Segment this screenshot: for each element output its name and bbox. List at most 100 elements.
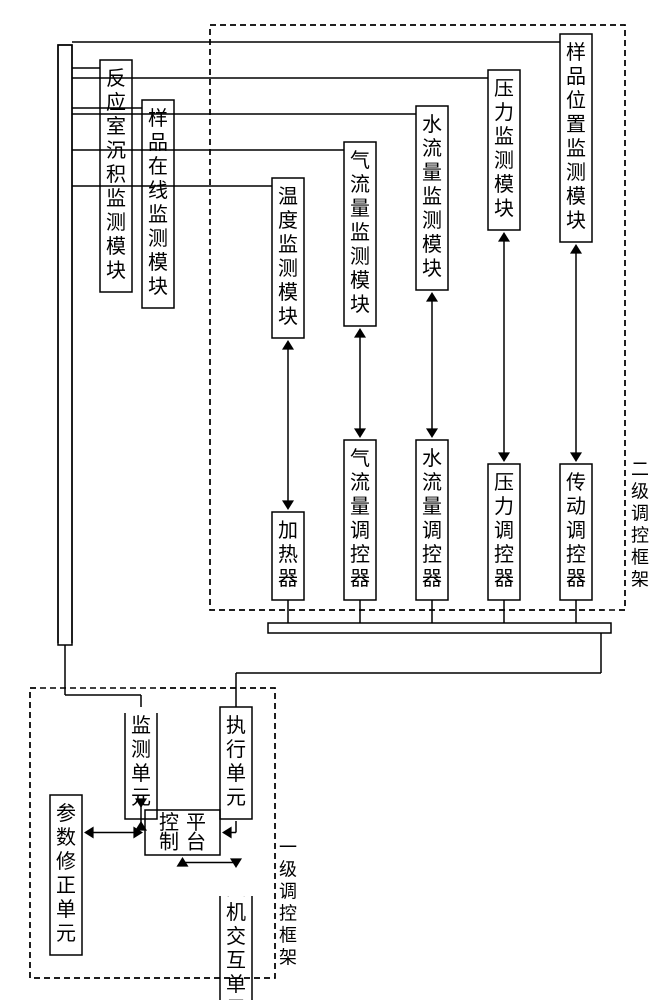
ctrl-pressure_ctrl-char: 调 [494,519,514,542]
exec-unit-char: 行 [226,738,246,761]
ctrl-waterflow_ctrl-char: 水 [422,447,442,470]
exec-unit-char: 单 [226,762,246,785]
monitor-temp_m-char: 测 [278,257,298,280]
monitor-sample_pos-char: 品 [566,66,586,88]
monitor-gasflow_m-char: 气 [350,149,370,172]
monitor-temp_m-char: 块 [278,305,298,328]
ctrl-pressure_ctrl-char: 力 [494,495,514,518]
param-unit-char: 修 [56,850,76,873]
monitor-sample_pos-char: 置 [566,114,586,136]
ctrl-gasflow_ctrl-char: 调 [350,519,370,542]
ctrl-waterflow_ctrl-char: 调 [422,519,442,542]
ctrl-gasflow_ctrl-char: 量 [350,496,370,518]
left-reaction_chamber-char: 沉 [106,139,126,162]
monitor-waterflow_m-char: 流 [422,137,442,160]
param-unit-char: 数 [56,826,76,849]
ctrl-gasflow_ctrl-char: 控 [350,543,370,566]
ctrl-gasflow_ctrl-char: 流 [350,471,370,494]
monitor-sample_pos-char: 位 [566,89,586,112]
monitor-gasflow_m-char: 监 [350,221,370,244]
monitor-gasflow_m-char: 量 [350,198,370,220]
monitor-waterflow_m-char: 监 [422,185,442,208]
exec-unit-char: 执 [226,714,246,737]
monitor-waterflow_m-char: 块 [422,257,442,280]
svg-text:框: 框 [279,925,297,945]
svg-text:级: 级 [279,859,297,879]
monitor-sample_pos-char: 测 [566,161,586,184]
ctrl-waterflow_ctrl-char: 控 [422,543,442,566]
monitor-gasflow_m-char: 测 [350,245,370,268]
left-reaction_chamber-char: 反 [106,67,126,90]
ctrl-drive_ctrl-char: 器 [566,568,586,590]
monitor-temp_m-char: 温 [278,185,298,208]
svg-text:控: 控 [279,903,297,923]
monitor-unit-char: 单 [131,762,151,785]
ctrl-heater-char: 器 [278,568,298,590]
monitor-pressure_m-char: 块 [494,197,514,220]
left-reaction_chamber-char: 室 [106,115,126,138]
left-reaction_chamber-char: 模 [106,235,126,258]
monitor-waterflow_m-char: 水 [422,113,442,136]
ctrl-heater-char: 热 [278,543,298,566]
svg-text:框: 框 [631,547,649,567]
monitor-unit-char: 测 [131,738,151,761]
param-unit-char: 单 [56,898,76,921]
ctrl-drive_ctrl-char: 动 [566,495,586,518]
ctrl-gasflow_ctrl-char: 器 [350,568,370,590]
monitor-pressure_m-char: 监 [494,125,514,148]
hmi-unit-char: 互 [226,950,246,972]
monitor-temp_m-char: 模 [278,281,298,304]
monitor-waterflow_m-char: 测 [422,209,442,232]
left-sample_online-char: 在 [148,155,168,178]
monitor-pressure_m-char: 模 [494,173,514,196]
svg-text:制: 制 [159,830,179,853]
monitor-pressure_m-char: 力 [494,101,514,124]
monitor-sample_pos-char: 监 [566,137,586,160]
ctrl-drive_ctrl-char: 传 [566,471,586,494]
hmi-unit-char: 单 [226,973,246,996]
left-reaction_chamber-char: 应 [106,91,126,114]
exec-unit-char: 元 [226,787,246,809]
left-sample_online-char: 线 [148,179,168,202]
left-sample_online-char: 测 [148,227,168,250]
ctrl-gasflow_ctrl-char: 气 [350,447,370,470]
monitor-waterflow_m-char: 量 [422,162,442,184]
left-sample_online-char: 监 [148,203,168,226]
param-unit-char: 元 [56,923,76,945]
left-reaction_chamber-char: 块 [106,259,126,282]
ctrl-drive_ctrl-char: 控 [566,543,586,566]
ctrl-waterflow_ctrl-char: 流 [422,471,442,494]
monitor-temp_m-char: 度 [278,209,298,232]
svg-text:一: 一 [279,837,297,857]
ctrl-pressure_ctrl-char: 控 [494,543,514,566]
svg-text:架: 架 [279,947,297,967]
monitor-unit-char: 监 [131,714,151,737]
left-reaction_chamber-char: 积 [106,163,126,186]
svg-text:级: 级 [631,481,649,501]
monitor-sample_pos-char: 样 [566,41,586,64]
ctrl-pressure_ctrl-char: 压 [494,472,514,494]
ctrl-drive_ctrl-char: 调 [566,519,586,542]
monitor-gasflow_m-char: 流 [350,173,370,196]
system-block-diagram: 二级调控框架一级调控框架样品位置监测模块压力监测模块水流量监测模块气流量监测模块… [0,0,657,1000]
ctrl-waterflow_ctrl-char: 器 [422,568,442,590]
param-unit-char: 参 [56,802,76,825]
svg-text:架: 架 [631,569,649,589]
ctrl-waterflow_ctrl-char: 量 [422,496,442,518]
monitor-gasflow_m-char: 模 [350,269,370,292]
monitor-sample_pos-char: 模 [566,185,586,208]
monitor-pressure_m-char: 测 [494,149,514,172]
monitor-sample_pos-char: 块 [566,209,586,232]
left-sample_online-char: 块 [148,275,168,298]
monitor-pressure_m-char: 压 [494,78,514,100]
left-sample_online-char: 模 [148,251,168,274]
monitor-temp_m-char: 监 [278,233,298,256]
svg-text:调: 调 [631,503,649,523]
hmi-unit-char: 交 [226,925,246,948]
monitor-gasflow_m-char: 块 [350,293,370,316]
left-sample_online-char: 样 [148,107,168,130]
monitor-waterflow_m-char: 模 [422,233,442,256]
svg-text:调: 调 [279,881,297,901]
ctrl-heater-char: 加 [278,519,298,542]
ctrl-pressure_ctrl-char: 器 [494,568,514,590]
